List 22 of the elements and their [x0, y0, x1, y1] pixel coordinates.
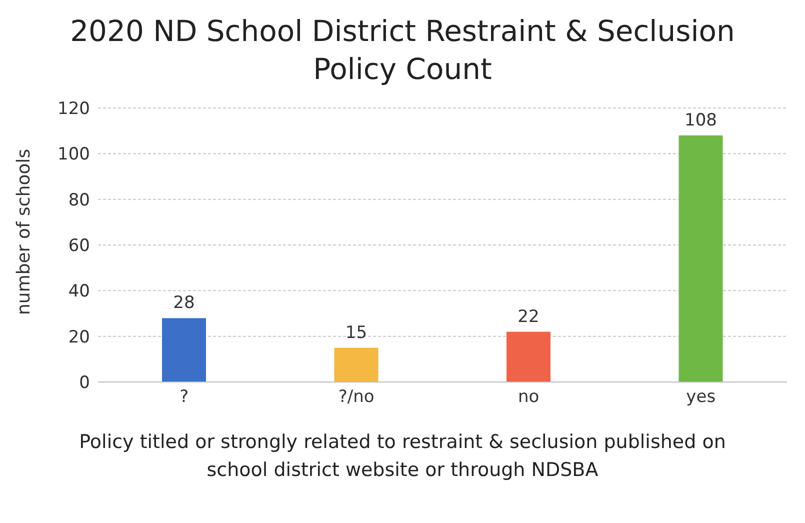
data-label: 22	[518, 306, 540, 327]
data-label: 108	[684, 110, 717, 130]
y-tick-label: 40	[68, 282, 90, 302]
x-tick-label: ?/no	[338, 387, 374, 408]
bar	[334, 348, 378, 382]
y-tick-label: 60	[68, 236, 90, 256]
y-tick-label: 0	[79, 373, 90, 394]
y-tick-label: 80	[68, 190, 90, 210]
y-axis-title: number of schools	[13, 148, 34, 315]
y-tick-label: 120	[58, 99, 90, 120]
chart-title: 2020 ND School District Restraint & Seclusion Policy Count	[69, 13, 736, 88]
x-tick-label: yes	[686, 387, 716, 408]
bar	[678, 135, 723, 382]
data-label: 28	[173, 293, 195, 314]
y-tick-label: 100	[58, 144, 90, 165]
bar	[162, 318, 206, 382]
x-axis-title: Policy titled or strongly related to restraint & seclusion published on school district website or through NDSBA	[78, 430, 727, 483]
data-label: 15	[345, 322, 368, 343]
x-tick-label: ?	[180, 387, 189, 408]
x-tick-label: no	[518, 387, 540, 408]
y-tick-label: 20	[68, 327, 90, 348]
bar	[506, 332, 550, 382]
